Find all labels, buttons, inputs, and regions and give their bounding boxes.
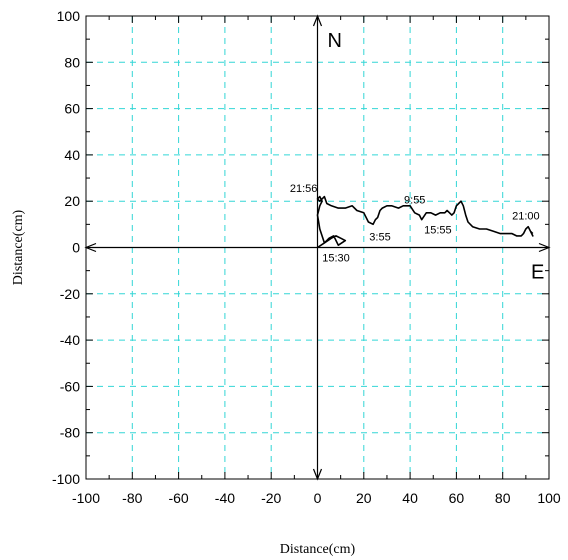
x-tick-label: 20	[356, 490, 372, 506]
time-label: 15:55	[424, 225, 452, 237]
time-label: 21:56	[290, 183, 318, 195]
x-tick-label: 0	[314, 490, 322, 506]
y-tick-label: 80	[64, 54, 80, 70]
east-arrowhead	[538, 242, 551, 253]
tick-labels: -100 -80 -60 -40 -20 0 20 40 60 80 100 -100 -80 -60 -4…	[52, 8, 561, 506]
y-tick-label: -40	[60, 332, 80, 348]
y-tick-label: 20	[64, 193, 80, 209]
time-label: 21:00	[512, 211, 540, 223]
x-axis-title: Distance(cm)	[280, 542, 356, 557]
y-tick-label: 0	[72, 240, 80, 256]
north-arrowhead	[312, 14, 323, 27]
x-tick-label: -100	[72, 490, 100, 506]
time-annotations: 21:56 9:55 21:00 3:55 15:55 15:30	[290, 183, 540, 264]
y-tick-label: 60	[64, 101, 80, 117]
south-arrowhead	[312, 468, 323, 481]
y-tick-label: 40	[64, 147, 80, 163]
x-tick-label: 40	[402, 490, 418, 506]
north-label: N	[328, 30, 342, 52]
trajectory-line	[316, 195, 534, 249]
y-tick-label: 100	[57, 8, 81, 24]
time-label: 9:55	[404, 195, 425, 207]
time-label: 15:30	[322, 252, 350, 264]
y-tick-label: -80	[60, 425, 80, 441]
x-tick-label: 80	[495, 490, 511, 506]
x-tick-label: -80	[122, 490, 142, 506]
x-tick-label: 60	[449, 490, 465, 506]
y-tick-label: -100	[52, 471, 80, 487]
east-label: E	[531, 262, 544, 284]
x-tick-label: -40	[215, 490, 235, 506]
x-tick-label: -60	[168, 490, 188, 506]
y-tick-label: -60	[60, 378, 80, 394]
y-tick-label: -20	[60, 286, 80, 302]
x-tick-label: 100	[537, 490, 561, 506]
y-axis-title: Distance(cm)	[11, 209, 26, 285]
x-tick-label: -20	[261, 490, 281, 506]
time-label: 3:55	[369, 232, 390, 244]
west-arrowhead	[84, 242, 97, 253]
